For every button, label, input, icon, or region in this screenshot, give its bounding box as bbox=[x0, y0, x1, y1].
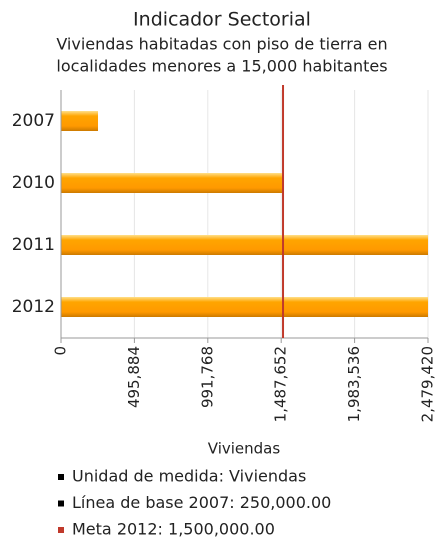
y-tick-label: 2007 bbox=[12, 111, 55, 131]
chart-subtitle: Viviendas habitadas con piso de tierra e… bbox=[56, 35, 387, 54]
x-tick-label: 2,479,420 bbox=[419, 346, 437, 422]
x-tick-label: 1,487,652 bbox=[272, 346, 290, 422]
y-tick-label: 2012 bbox=[12, 297, 55, 317]
x-axis-title: Viviendas bbox=[208, 440, 281, 458]
chart-title: Indicador Sectorial bbox=[133, 9, 311, 31]
y-tick-label: 2010 bbox=[12, 173, 55, 193]
legend-marker bbox=[58, 474, 64, 480]
x-tick-label: 0 bbox=[52, 346, 70, 356]
x-tick-label: 991,768 bbox=[198, 346, 216, 408]
legend-label: Unidad de medida: Viviendas bbox=[72, 467, 306, 486]
x-tick-label: 495,884 bbox=[125, 346, 143, 408]
y-tick-label: 2011 bbox=[12, 235, 55, 255]
legend-marker bbox=[58, 527, 64, 533]
legend-label: Línea de base 2007: 250,000.00 bbox=[72, 493, 331, 512]
bar bbox=[61, 173, 284, 193]
bar bbox=[61, 297, 428, 317]
legend-marker bbox=[58, 500, 64, 507]
chart-subtitle: localidades menores a 15,000 habitantes bbox=[56, 57, 387, 76]
bar bbox=[61, 235, 428, 255]
legend-label: Meta 2012: 1,500,000.00 bbox=[72, 520, 275, 538]
x-tick-label: 1,983,536 bbox=[345, 346, 363, 422]
bar bbox=[61, 111, 99, 131]
